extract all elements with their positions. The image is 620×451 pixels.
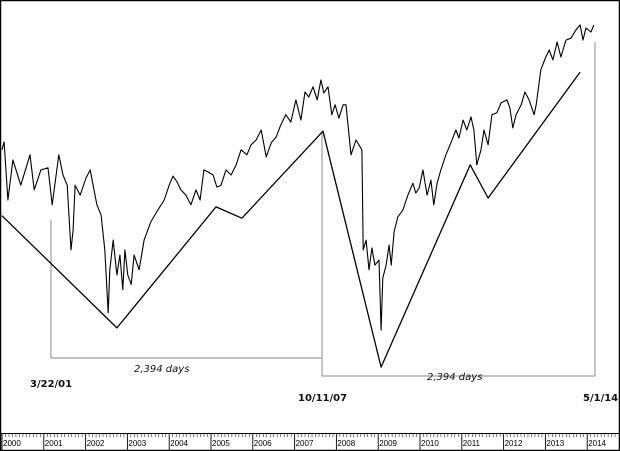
- x-tick-label: 2004: [170, 439, 188, 448]
- x-tick-label: 2001: [45, 439, 63, 448]
- date-label-start: 3/22/01: [30, 379, 72, 390]
- date-label-end: 5/1/14: [583, 393, 618, 404]
- x-tick-label: 2002: [87, 439, 105, 448]
- x-tick-label: 2013: [546, 439, 564, 448]
- x-tick-label: 2010: [421, 439, 439, 448]
- x-tick-label: 2000: [3, 439, 21, 448]
- x-tick-label: 2012: [505, 439, 523, 448]
- price-line: [1, 24, 595, 331]
- span-bracket-2: [321, 42, 596, 377]
- series-group: [1, 24, 595, 368]
- x-tick-label: 2008: [337, 439, 355, 448]
- x-tick-label: 2014: [588, 439, 606, 448]
- span-bracket-1: [50, 220, 322, 359]
- x-tick-label: 2006: [254, 439, 272, 448]
- trend-zigzag-line: [1, 71, 581, 368]
- x-tick-label: 2009: [379, 439, 397, 448]
- span-label-1: 2,394 days: [134, 364, 189, 375]
- x-axis: 2000 2001 2002 2003 2004 2005 2006 2007 2008 2009…: [0, 433, 620, 451]
- x-tick-label: 2003: [128, 439, 146, 448]
- x-tick-label: 2007: [296, 439, 314, 448]
- x-tick-label: 2005: [212, 439, 230, 448]
- x-tick-label: 2011: [463, 439, 481, 448]
- annotations: 3/22/01 10/11/07 5/1/14 2,394 days 2,394…: [30, 42, 618, 404]
- span-label-2: 2,394 days: [427, 372, 482, 383]
- date-label-mid: 10/11/07: [298, 393, 347, 404]
